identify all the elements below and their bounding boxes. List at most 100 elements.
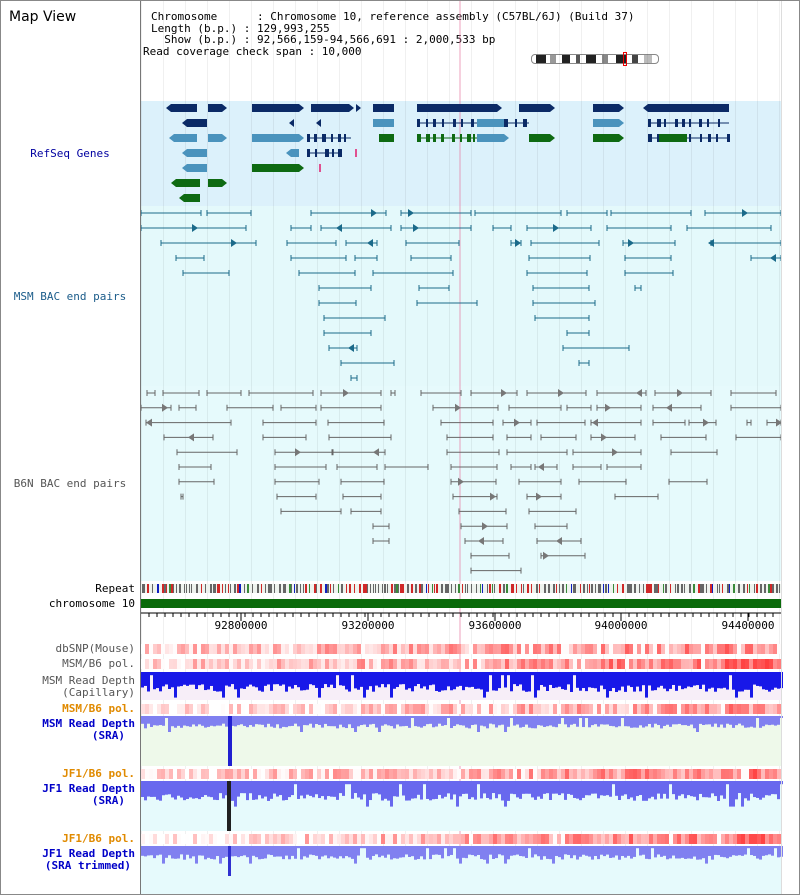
- dbsnp-cell: [429, 644, 433, 654]
- msm-depth-sra-bar: [381, 716, 384, 726]
- gene-strand-arrow: [166, 104, 171, 112]
- msm-depth-cap-bar: [144, 672, 147, 686]
- jf1-b6-pol2-cell: [593, 834, 597, 844]
- msm-depth-sra-bar: [582, 716, 585, 728]
- jf1-b6-pol2-cell: [401, 834, 405, 844]
- dbsnp-cell: [449, 644, 453, 654]
- msm-depth-cap-bar: [174, 672, 177, 698]
- msm-depth-cap-bar: [186, 672, 189, 686]
- msm-depth-sra-bar: [372, 716, 375, 724]
- msm-depth-sra-bar: [288, 716, 291, 727]
- b6n-bac-end: [536, 492, 542, 501]
- jf1-depth-trim-bar: [717, 846, 720, 856]
- dbsnp-cell: [729, 644, 733, 654]
- gene-exon: [461, 119, 463, 127]
- gene-strand-arrow: [182, 149, 187, 157]
- msm-b6-pol2-cell: [705, 704, 709, 714]
- dbsnp-cell: [477, 644, 481, 654]
- jf1-b6-pol-cell: [493, 769, 497, 779]
- axis-tick-label: 93600000: [468, 619, 522, 632]
- jf1-depth-trim-bar: [426, 846, 429, 849]
- msm-depth-cap-bar: [711, 672, 714, 688]
- jf1-depth-trim-bar: [774, 846, 777, 849]
- msm-b6-pol2-cell: [565, 704, 569, 714]
- jf1-b6-pol2-cell: [661, 834, 665, 844]
- msm-b6-pol-cell: [641, 659, 645, 669]
- msm-b6-pol-cell: [349, 659, 353, 669]
- msm-depth-sra-bar: [615, 716, 618, 728]
- jf1-b6-pol2-cell: [601, 834, 605, 844]
- msm-bac-track[interactable]: [141, 206, 781, 386]
- msm-depth-sra-bar: [354, 716, 357, 732]
- msm-b6-pol2-cell: [409, 704, 413, 714]
- msm-b6-pol-cell: [397, 659, 401, 669]
- jf1-depth-sra-bar: [405, 781, 408, 801]
- msm-b6-pol2-cell: [349, 704, 353, 714]
- msm-b6-pol2-cell: [757, 704, 761, 714]
- jf1-depth-trim-bar: [471, 846, 474, 856]
- jf1-b6-pol-cell: [193, 769, 197, 779]
- msm-depth-cap-bar: [282, 672, 285, 685]
- jf1-depth-sra-bar: [729, 781, 732, 807]
- msm-depth-sra-bar: [378, 716, 381, 732]
- msm-b6-pol2-cell: [761, 704, 765, 714]
- jf1-depth-sra-bar: [573, 781, 576, 798]
- msm-b6-pol2-cell: [749, 704, 753, 714]
- jf1-b6-pol-cell: [177, 769, 181, 779]
- msm-b6-pol2-cell: [445, 704, 449, 714]
- dbsnp-cell: [689, 644, 693, 654]
- msm-depth-cap-bar: [627, 672, 630, 686]
- msm-depth-cap-bar: [750, 672, 753, 698]
- msm-depth-cap-bar: [417, 672, 420, 685]
- msm-b6-pol-cell: [413, 659, 417, 669]
- gene-exon: [648, 134, 652, 142]
- jf1-depth-trim-bar: [501, 846, 504, 856]
- msm-bac-end: [231, 239, 237, 247]
- msm-depth-sra-bar: [231, 716, 234, 726]
- msm-depth-cap-bar: [771, 672, 774, 690]
- jf1-depth-sra-bar: [441, 781, 444, 799]
- jf1-b6-pol-cell: [461, 769, 465, 779]
- msm-b6-pol2-cell: [465, 704, 469, 714]
- msm-depth-cap-bar: [336, 672, 339, 676]
- dbsnp-cell: [301, 644, 305, 654]
- msm-b6-pol-cell: [677, 659, 681, 669]
- jf1-depth-trim-bar: [234, 846, 237, 857]
- msm-depth-sra-bar: [699, 716, 702, 724]
- repeat-element: [261, 584, 262, 593]
- msm-b6-pol-cell: [365, 659, 369, 669]
- jf1-b6-pol-cell: [141, 769, 145, 779]
- jf1-depth-sra-bar: [564, 781, 567, 800]
- refseq-track[interactable]: [141, 101, 781, 206]
- dbsnp-cell: [749, 644, 753, 654]
- msm-b6-pol2-cell: [181, 704, 185, 714]
- jf1-depth-sra-bar: [549, 781, 552, 801]
- dbsnp-cell: [265, 644, 269, 654]
- jf1-depth-trim-bar: [276, 846, 279, 857]
- repeat-element: [205, 584, 206, 593]
- dbsnp-cell: [697, 644, 701, 654]
- jf1-b6-pol2-cell: [217, 834, 221, 844]
- jf1-depth-trim-bar: [360, 846, 363, 849]
- jf1-depth-sra-bar: [225, 781, 228, 796]
- jf1-depth-sra-bar: [426, 781, 429, 799]
- jf1-depth-trim-bar: [324, 846, 327, 856]
- jf1-b6-pol2-cell: [373, 834, 377, 844]
- chromosome-ideogram[interactable]: [531, 54, 659, 64]
- msm-depth-sra-bar: [705, 716, 708, 725]
- jf1-depth-trim-bar: [447, 846, 450, 857]
- msm-b6-pol2-cell: [665, 704, 669, 714]
- jf1-depth-trim-bar: [267, 846, 270, 855]
- msm-depth-cap-bar: [321, 672, 324, 689]
- msm-bac-end: [336, 224, 342, 232]
- msm-b6-pol-cell: [269, 659, 273, 669]
- jf1-depth-sra-bar: [435, 781, 438, 799]
- gene-exon: [467, 134, 471, 142]
- msm-depth-sra-bar: [351, 716, 354, 729]
- msm-depth-sra-bar: [186, 716, 189, 727]
- jf1-depth-sra-bar: [588, 781, 591, 796]
- jf1-b6-pol-cell: [445, 769, 449, 779]
- jf1-depth-sra-bar: [468, 781, 471, 800]
- dbsnp-cell: [637, 644, 641, 654]
